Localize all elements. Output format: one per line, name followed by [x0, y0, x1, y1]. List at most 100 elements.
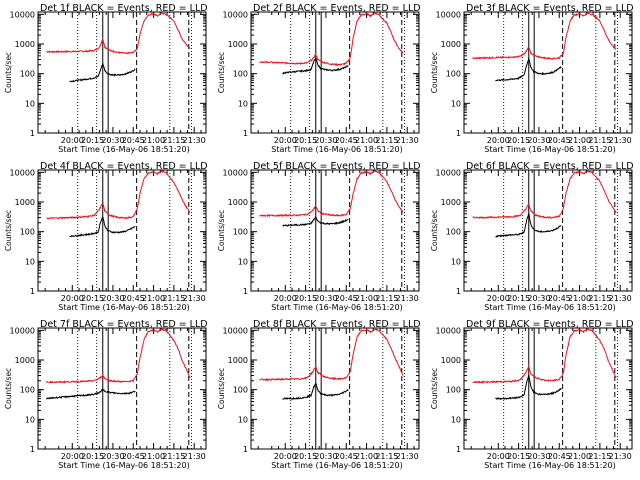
x-tick-label: 20:30: [314, 136, 337, 145]
y-tick-label: 1000: [441, 356, 461, 365]
x-tick-label: 20:45: [548, 136, 571, 145]
y-axis-label: Counts/sec: [430, 368, 439, 409]
y-axis-label: Counts/sec: [4, 368, 13, 409]
x-tick-label: 20:45: [335, 294, 358, 303]
x-axis-label: Start Time (16-May-06 18:51:20): [484, 461, 615, 470]
x-tick-label: 21:15: [375, 294, 398, 303]
y-axis-label: Counts/sec: [4, 210, 13, 251]
y-axis-label: Counts/sec: [4, 52, 13, 93]
x-tick-label: 21:00: [355, 452, 378, 461]
plot-frame: [250, 327, 420, 450]
x-tick-label: 21:30: [609, 136, 632, 145]
plot-frame: [463, 327, 633, 450]
x-tick-label: 21:00: [355, 136, 378, 145]
y-tick-label: 1: [30, 287, 35, 296]
y-tick-label: 1: [456, 445, 461, 454]
x-axis-label: Start Time (16-May-06 18:51:20): [271, 145, 402, 154]
y-axis-label: Counts/sec: [217, 368, 226, 409]
y-tick-label: 10000: [10, 326, 35, 335]
x-tick-label: 20:00: [487, 294, 510, 303]
x-tick-label: 20:30: [527, 452, 550, 461]
x-axis-label: Start Time (16-May-06 18:51:20): [484, 303, 615, 312]
y-tick-label: 1000: [15, 40, 35, 49]
panel-title: Det 2f BLACK = Events, RED = LLD: [253, 3, 421, 14]
lld-series-line: [259, 12, 404, 67]
panel-det-7: Det 7f BLACK = Events, RED = LLD 1 10 100 10…: [4, 319, 208, 470]
x-tick-label: 20:30: [314, 294, 337, 303]
x-tick-label: 21:15: [162, 452, 185, 461]
x-tick-label: 20:30: [101, 136, 124, 145]
plot-frame: [463, 11, 633, 134]
x-tick-label: 20:45: [122, 452, 145, 461]
y-tick-label: 100: [233, 228, 248, 237]
x-axis-label: Start Time (16-May-06 18:51:20): [58, 303, 189, 312]
y-tick-label: 1: [243, 287, 248, 296]
y-axis-label: Counts/sec: [217, 52, 226, 93]
x-tick-label: 21:00: [355, 294, 378, 303]
y-tick-label: 1000: [15, 198, 35, 207]
panel-title: Det 3f BLACK = Events, RED = LLD: [466, 3, 634, 14]
x-tick-label: 20:15: [81, 294, 104, 303]
x-tick-label: 21:15: [162, 294, 185, 303]
lld-series-line: [46, 327, 191, 384]
plot-frame: [250, 169, 420, 292]
x-tick-label: 20:45: [122, 294, 145, 303]
x-tick-label: 20:45: [122, 136, 145, 145]
panel-title: Det 1f BLACK = Events, RED = LLD: [40, 3, 208, 14]
events-series-line: [69, 63, 136, 83]
y-axis-label: Counts/sec: [430, 52, 439, 93]
y-tick-label: 1: [456, 129, 461, 138]
events-series-line: [46, 388, 136, 400]
y-tick-label: 10: [238, 415, 248, 424]
y-axis-label: Counts/sec: [430, 210, 439, 251]
x-tick-label: 20:00: [274, 452, 297, 461]
y-tick-label: 10: [451, 99, 461, 108]
events-series-line: [282, 56, 349, 75]
x-axis-label: Start Time (16-May-06 18:51:20): [484, 145, 615, 154]
panel-title: Det 9f BLACK = Events, RED = LLD: [466, 319, 634, 330]
y-tick-label: 10: [25, 99, 35, 108]
panel-det-5: Det 5f BLACK = Events, RED = LLD 1 10 100 10…: [217, 161, 421, 312]
events-series-line: [282, 215, 349, 227]
y-tick-label: 100: [20, 228, 35, 237]
y-tick-label: 1000: [441, 198, 461, 207]
plot-frame: [37, 327, 207, 450]
x-tick-label: 20:45: [335, 452, 358, 461]
panel-det-3: Det 3f BLACK = Events, RED = LLD 1 10 100 10…: [430, 3, 634, 154]
x-tick-label: 21:30: [396, 294, 419, 303]
events-series-line: [69, 216, 136, 238]
lld-series-line: [259, 327, 404, 381]
x-tick-label: 20:00: [274, 136, 297, 145]
y-tick-label: 1: [243, 445, 248, 454]
y-tick-label: 100: [233, 386, 248, 395]
plot-frame: [37, 11, 207, 134]
y-tick-label: 100: [20, 70, 35, 79]
plot-frame: [37, 169, 207, 292]
x-tick-label: 20:15: [81, 136, 104, 145]
x-tick-label: 21:15: [588, 136, 611, 145]
x-tick-label: 21:00: [568, 294, 591, 303]
y-tick-label: 1000: [228, 198, 248, 207]
x-tick-label: 20:45: [335, 136, 358, 145]
x-tick-label: 20:30: [101, 452, 124, 461]
y-tick-label: 10: [238, 257, 248, 266]
x-tick-label: 20:00: [61, 294, 84, 303]
y-tick-label: 1000: [441, 40, 461, 49]
y-tick-label: 100: [446, 70, 461, 79]
x-axis-label: Start Time (16-May-06 18:51:20): [271, 303, 402, 312]
panel-det-1: Det 1f BLACK = Events, RED = LLD 1 10 100 10…: [4, 3, 208, 154]
y-tick-label: 10: [451, 257, 461, 266]
x-tick-label: 20:15: [507, 136, 530, 145]
panel-title: Det 8f BLACK = Events, RED = LLD: [253, 319, 421, 330]
y-tick-label: 10000: [436, 10, 461, 19]
panel-title: Det 7f BLACK = Events, RED = LLD: [40, 319, 208, 330]
x-tick-label: 20:00: [274, 294, 297, 303]
x-tick-label: 21:30: [609, 452, 632, 461]
x-tick-label: 21:15: [162, 136, 185, 145]
x-tick-label: 21:30: [183, 452, 206, 461]
x-tick-label: 21:15: [588, 294, 611, 303]
y-tick-label: 1: [30, 129, 35, 138]
y-tick-label: 1000: [228, 356, 248, 365]
x-tick-label: 20:15: [294, 452, 317, 461]
